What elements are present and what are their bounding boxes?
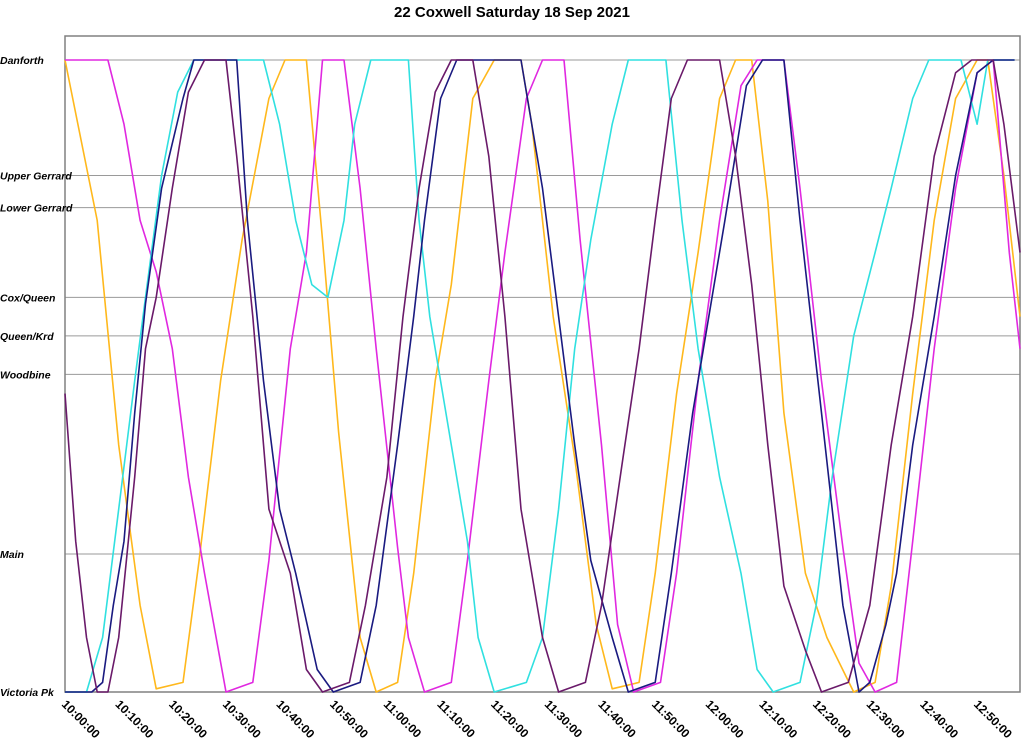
x-tick-label: 12:00:00 — [703, 697, 747, 741]
x-tick-label: 12:40:00 — [917, 697, 961, 741]
y-tick-label: Cox/Queen — [0, 292, 55, 304]
series-line-5 — [64, 59, 1021, 693]
series-line-2 — [65, 59, 1021, 693]
series-line-4 — [65, 59, 1015, 693]
plot-area-border — [64, 35, 1021, 693]
x-tick-label: 11:20:00 — [488, 697, 532, 741]
x-tick-label: 10:30:00 — [220, 697, 264, 741]
x-tick-label: 11:40:00 — [595, 697, 639, 741]
x-tick-label: 11:30:00 — [542, 697, 586, 741]
x-tick-label: 11:10:00 — [434, 697, 478, 741]
y-tick-label: Queen/Krd — [0, 331, 54, 343]
traces — [64, 59, 1021, 693]
y-tick-label: Woodbine — [0, 369, 51, 381]
x-tick-label: 10:50:00 — [327, 697, 371, 741]
chart-title: 22 Coxwell Saturday 18 Sep 2021 — [394, 4, 630, 21]
y-tick-label: Main — [0, 549, 24, 561]
x-tick-label: 10:20:00 — [166, 697, 210, 741]
y-tick-label: Upper Gerrard — [0, 170, 72, 182]
x-tick-label: 12:20:00 — [810, 697, 854, 741]
y-tick-label: Danforth — [0, 55, 44, 67]
series-line-3 — [65, 59, 1015, 693]
x-tick-label: 12:10:00 — [756, 697, 800, 741]
x-tick-label: 10:40:00 — [273, 697, 317, 741]
x-tick-label: 12:30:00 — [864, 697, 908, 741]
x-tick-label: 11:00:00 — [381, 697, 425, 741]
series-line-1 — [64, 59, 1021, 693]
x-axis-labels: 10:00:00 10:10:00 10:20:00 10:30:00 10:40:00… — [59, 697, 1015, 741]
x-tick-label: 11:50:00 — [649, 697, 693, 741]
y-axis-labels: Danforth Upper Gerrard Lower Gerrard Cox/Qu… — [0, 55, 73, 699]
x-tick-label: 10:00:00 — [59, 697, 103, 741]
y-tick-label: Victoria Pk — [0, 687, 55, 699]
x-tick-label: 12:50:00 — [971, 697, 1015, 741]
x-tick-label: 10:10:00 — [113, 697, 157, 741]
y-tick-label: Lower Gerrard — [0, 203, 73, 215]
